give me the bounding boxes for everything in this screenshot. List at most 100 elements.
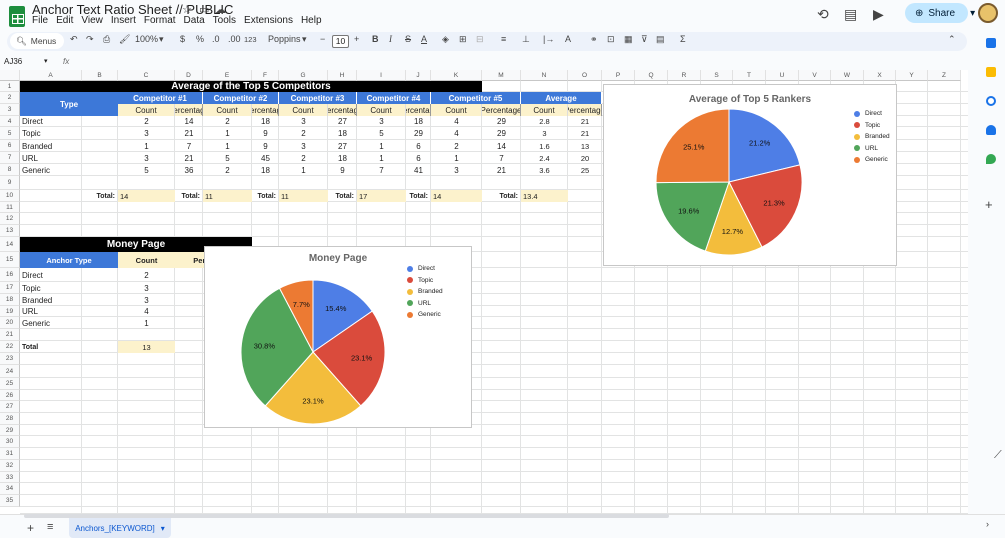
value-cell[interactable]: 1 bbox=[379, 141, 384, 151]
spreadsheet-grid[interactable]: A B C D E F G H I J K M N O P Q R S T U V W X Y Z 1 2 3 4 5 6 7 8 9 10 11 12… bbox=[0, 70, 968, 514]
star-icon[interactable]: ☆ bbox=[182, 4, 192, 16]
bold-icon[interactable]: B bbox=[372, 34, 379, 44]
sheet-tab-chevron-icon[interactable]: ▾ bbox=[160, 523, 165, 533]
filter-views-icon[interactable]: ▤ bbox=[656, 34, 665, 44]
value-cell[interactable]: 20 bbox=[580, 153, 590, 163]
total-label[interactable]: Total bbox=[22, 343, 39, 351]
row-header[interactable]: 24 bbox=[0, 365, 20, 378]
legend-item[interactable]: URL bbox=[407, 298, 443, 310]
move-folder-icon[interactable]: ▭ bbox=[199, 4, 210, 16]
count-subheader[interactable]: Count bbox=[118, 104, 175, 116]
strikethrough-icon[interactable]: S bbox=[405, 34, 412, 44]
value-cell[interactable]: 7 bbox=[379, 165, 384, 175]
value-cell[interactable]: 14 bbox=[497, 141, 506, 151]
anchor-type-cell[interactable]: URL bbox=[22, 307, 39, 316]
table1-title[interactable]: Average of the Top 5 Competitors bbox=[20, 81, 482, 92]
menu-item[interactable]: Edit bbox=[56, 15, 74, 26]
select-all-corner[interactable] bbox=[0, 70, 20, 81]
value-cell[interactable]: 4 bbox=[454, 129, 459, 138]
value-cell[interactable]: 2 bbox=[454, 141, 459, 151]
contacts-icon[interactable] bbox=[986, 125, 996, 135]
value-cell[interactable]: 5 bbox=[379, 129, 384, 138]
total-value[interactable]: 14 bbox=[431, 190, 482, 202]
text-wrapping-icon[interactable]: |→ bbox=[543, 34, 555, 44]
total-label[interactable]: Total: bbox=[181, 192, 200, 200]
sheets-logo-icon[interactable] bbox=[9, 6, 25, 27]
value-cell[interactable]: 6 bbox=[416, 141, 421, 151]
name-box-chevron-icon[interactable]: ▾ bbox=[44, 58, 48, 65]
menu-item[interactable]: Format bbox=[143, 15, 176, 26]
decrease-decimal-button[interactable]: .0 bbox=[212, 34, 220, 44]
horizontal-scrollbar[interactable] bbox=[24, 514, 669, 518]
row-header[interactable]: 32 bbox=[0, 460, 20, 472]
value-cell[interactable]: 7 bbox=[186, 141, 192, 151]
total-value[interactable]: 13.4 bbox=[521, 190, 568, 202]
row-header[interactable]: 8 bbox=[0, 164, 20, 176]
legend-item[interactable]: Generic bbox=[407, 309, 443, 321]
count-header[interactable]: Count bbox=[118, 252, 175, 268]
row-header[interactable]: 17 bbox=[0, 282, 20, 294]
value-cell[interactable]: 3.6 bbox=[539, 165, 550, 175]
row-header[interactable]: 30 bbox=[0, 436, 20, 448]
value-cell[interactable]: 27 bbox=[338, 117, 347, 126]
value-cell[interactable]: 1 bbox=[454, 153, 459, 163]
menu-item[interactable]: Extensions bbox=[244, 15, 293, 26]
percentage-subheader[interactable]: Percentage bbox=[175, 104, 203, 116]
value-cell[interactable]: 3 bbox=[144, 153, 149, 163]
total-value[interactable]: 13 bbox=[118, 341, 175, 353]
column-header[interactable]: K bbox=[431, 70, 482, 81]
comments-icon[interactable]: ▤ bbox=[844, 6, 858, 22]
text-rotation-icon[interactable]: A bbox=[565, 34, 572, 44]
column-header[interactable]: H bbox=[328, 70, 357, 81]
column-header[interactable]: Z bbox=[928, 70, 961, 81]
pie-slice-topic[interactable] bbox=[312, 310, 386, 407]
value-cell[interactable]: 21 bbox=[184, 153, 194, 163]
row-header[interactable]: 18 bbox=[0, 294, 20, 306]
column-header[interactable]: F bbox=[252, 70, 279, 81]
row-header[interactable]: 11 bbox=[0, 202, 20, 213]
column-header[interactable]: P bbox=[602, 70, 635, 81]
total-label[interactable]: Total: bbox=[335, 192, 354, 200]
value-cell[interactable]: 29 bbox=[497, 117, 506, 126]
pie-slice-generic[interactable] bbox=[655, 108, 730, 184]
font-select[interactable]: Poppins bbox=[268, 34, 301, 44]
legend-item[interactable]: Branded bbox=[854, 131, 890, 143]
value-cell[interactable]: 14 bbox=[184, 117, 194, 126]
menu-item[interactable]: Insert bbox=[110, 15, 136, 26]
count-cell[interactable]: 4 bbox=[144, 307, 149, 316]
add-sheet-icon[interactable]: + bbox=[27, 521, 35, 535]
horizontal-align-icon[interactable]: ≡ bbox=[501, 34, 507, 44]
row-header[interactable]: 3 bbox=[0, 104, 20, 116]
count-cell[interactable]: 1 bbox=[144, 318, 149, 328]
column-header[interactable]: S bbox=[701, 70, 733, 81]
value-cell[interactable]: 3 bbox=[379, 117, 384, 126]
value-cell[interactable]: 18 bbox=[261, 165, 270, 175]
document-title[interactable]: Anchor Text Ratio Sheet // PUBLIC bbox=[32, 2, 234, 17]
column-header[interactable]: O bbox=[568, 70, 602, 81]
row-header[interactable]: 2 bbox=[0, 92, 20, 104]
anchor-type-cell[interactable]: Branded bbox=[22, 295, 53, 305]
percentage-subheader[interactable]: Percentage bbox=[482, 104, 521, 116]
row-header[interactable]: 10 bbox=[0, 190, 20, 202]
paint-format-icon[interactable]: 🖌︎ bbox=[119, 34, 131, 44]
menu-item[interactable]: Tools bbox=[212, 15, 237, 26]
value-cell[interactable]: 1 bbox=[379, 153, 384, 163]
row-header[interactable]: 16 bbox=[0, 268, 20, 282]
value-cell[interactable]: 21 bbox=[184, 129, 194, 138]
percentage-subheader[interactable]: Percentage bbox=[252, 104, 279, 116]
count-subheader[interactable]: Count bbox=[357, 104, 406, 116]
row-header[interactable]: 25 bbox=[0, 378, 20, 390]
search-menus-button[interactable]: 🔍︎ Menus bbox=[10, 33, 64, 49]
menu-item[interactable]: View bbox=[81, 15, 103, 26]
percentage-subheader[interactable]: Percentage bbox=[328, 104, 357, 116]
pie-slice-direct[interactable] bbox=[312, 279, 373, 353]
total-label[interactable]: Total: bbox=[257, 192, 276, 200]
share-dropdown-icon[interactable]: ▾ bbox=[970, 7, 976, 19]
legend-item[interactable]: Generic bbox=[854, 154, 890, 166]
value-cell[interactable]: 21 bbox=[497, 165, 506, 175]
row-header[interactable]: 19 bbox=[0, 306, 20, 317]
row-header[interactable]: 33 bbox=[0, 472, 20, 483]
value-cell[interactable]: 25 bbox=[580, 165, 590, 175]
column-header[interactable]: E bbox=[203, 70, 252, 81]
anchor-type-cell[interactable]: Direct bbox=[22, 270, 43, 280]
